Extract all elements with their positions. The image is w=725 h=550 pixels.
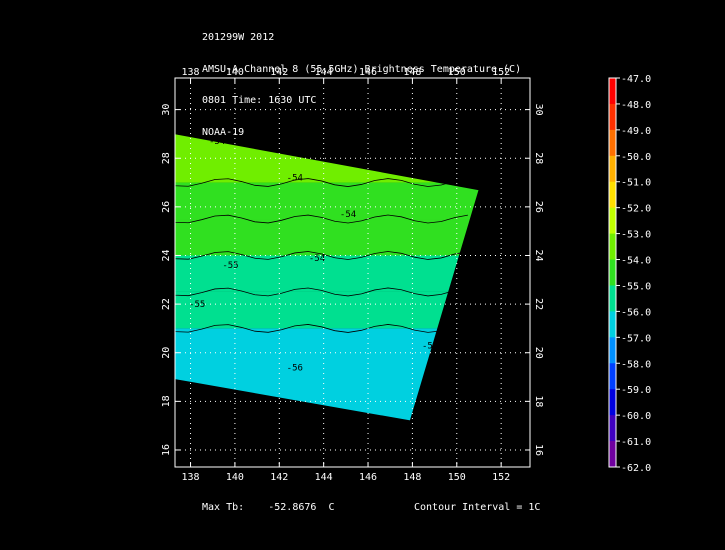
temperature-band	[175, 219, 479, 256]
chart-title-block: 201299W 2012 AMSU-A Channel 8 (55.5GHz) …	[202, 12, 521, 149]
y-tick-label-right: 30	[533, 104, 544, 116]
y-tick-label-left: 24	[161, 249, 172, 261]
x-tick-label-bottom: 152	[492, 472, 510, 483]
colorbar-label: -62.0	[621, 463, 651, 474]
contour-label: -55	[189, 300, 205, 310]
colorbar-label: -54.0	[621, 256, 651, 267]
swath-field	[175, 133, 479, 421]
colorbar-label: -55.0	[621, 281, 651, 292]
colorbar-segment	[609, 389, 616, 416]
colorbar-segment	[609, 337, 616, 364]
x-tick-label-top: 140	[226, 67, 244, 78]
contour-line	[175, 214, 468, 224]
colorbar-segment	[609, 78, 616, 105]
colorbar-segment	[609, 129, 616, 157]
contour-label: -54	[309, 254, 325, 264]
x-tick-label-bottom: 146	[359, 472, 377, 483]
y-tick-label-left: 30	[161, 104, 172, 116]
contour-label: -55	[238, 395, 254, 405]
title-channel: AMSU-A Channel 8 (55.5GHz) Brightness Te…	[202, 63, 522, 75]
x-tick-label-bottom: 150	[448, 472, 466, 483]
contour-line	[175, 251, 468, 260]
y-tick-label-left: 28	[161, 152, 172, 164]
plot-frame	[174, 77, 531, 468]
colorbar-label: -61.0	[621, 437, 651, 448]
colorbar-label: -53.0	[621, 230, 651, 241]
temperature-band	[175, 291, 479, 329]
temperature-band	[175, 255, 479, 292]
contour-line	[175, 324, 468, 333]
x-tick-label-top: 150	[448, 67, 466, 78]
y-tick-label-left: 18	[161, 395, 172, 407]
colorbar-segment	[609, 441, 616, 468]
x-tick-label-top: 146	[359, 67, 377, 78]
x-tick-label-top: 142	[270, 67, 288, 78]
contour-label: -55	[222, 261, 238, 271]
x-tick-label-top: 152	[492, 67, 510, 78]
contour-label: -54	[209, 137, 225, 147]
x-tick-label-bottom: 140	[226, 472, 244, 483]
colorbar-segment	[609, 285, 616, 312]
x-tick-label-top: 148	[403, 67, 421, 78]
x-tick-label-top: 138	[182, 67, 200, 78]
y-tick-label-right: 22	[533, 298, 544, 310]
y-tick-label-right: 24	[533, 249, 544, 261]
contour-label: -54	[287, 174, 303, 184]
x-tick-label-bottom: 142	[270, 472, 288, 483]
temperature-band	[175, 182, 479, 220]
contour-label: -56	[438, 363, 454, 373]
x-tick-label-bottom: 144	[315, 472, 333, 483]
y-tick-label-right: 28	[533, 152, 544, 164]
temperature-band	[175, 133, 479, 183]
colorbar-segment	[609, 415, 616, 442]
colorbar-label: -59.0	[621, 385, 651, 396]
title-time: 0801 Time: 1630 UTC	[202, 95, 317, 106]
colorbar-label: -60.0	[621, 411, 651, 422]
max-tb-label: Max Tb:	[202, 502, 245, 513]
y-tick-label-left: 20	[161, 347, 172, 359]
colorbar-label: -47.0	[621, 74, 651, 85]
colorbar-segment	[609, 207, 616, 235]
colorbar-segment	[609, 259, 616, 286]
contour-label: -56	[287, 363, 303, 373]
x-tick-label-bottom: 148	[403, 472, 421, 483]
colorbar-frame	[608, 77, 617, 468]
colorbar-segment	[609, 363, 616, 390]
colorbar-label: -57.0	[621, 333, 651, 344]
contour-line	[175, 287, 468, 297]
max-tb-value: -52.8676	[268, 502, 317, 513]
max-tb-unit: C	[328, 502, 335, 513]
colorbar-segment	[609, 155, 616, 183]
colorbar-label: -48.0	[621, 100, 651, 111]
title-satellite: NOAA-19	[202, 126, 245, 138]
title-storm-id: 201299W 2012	[202, 32, 275, 43]
y-tick-label-right: 18	[533, 395, 544, 407]
colorbar-label: -50.0	[621, 152, 651, 163]
contour-label: -54	[340, 210, 356, 220]
colorbar-label: -52.0	[621, 204, 651, 215]
y-tick-label-left: 22	[161, 298, 172, 310]
contour-interval: Contour Interval = 1C	[414, 502, 541, 513]
y-tick-label-right: 26	[533, 201, 544, 213]
colorbar-segment	[609, 103, 616, 131]
y-tick-label-right: 20	[533, 347, 544, 359]
y-tick-label-right: 16	[533, 444, 544, 456]
contour-line	[175, 178, 468, 187]
colorbar-label: -49.0	[621, 126, 651, 137]
y-tick-label-left: 26	[161, 201, 172, 213]
colorbar-label: -56.0	[621, 307, 651, 318]
max-tb-readout: Max Tb: -52.8676 C	[202, 502, 335, 513]
contour-label: -55	[422, 341, 438, 351]
colorbar-label: -58.0	[621, 359, 651, 370]
colorbar-segment	[609, 181, 616, 209]
colorbar-label: -51.0	[621, 178, 651, 189]
x-tick-label-top: 144	[315, 67, 333, 78]
colorbar-segment	[609, 233, 616, 261]
y-tick-label-left: 16	[161, 444, 172, 456]
temperature-band	[175, 328, 479, 421]
x-tick-label-bottom: 138	[182, 472, 200, 483]
colorbar-segment	[609, 311, 616, 338]
